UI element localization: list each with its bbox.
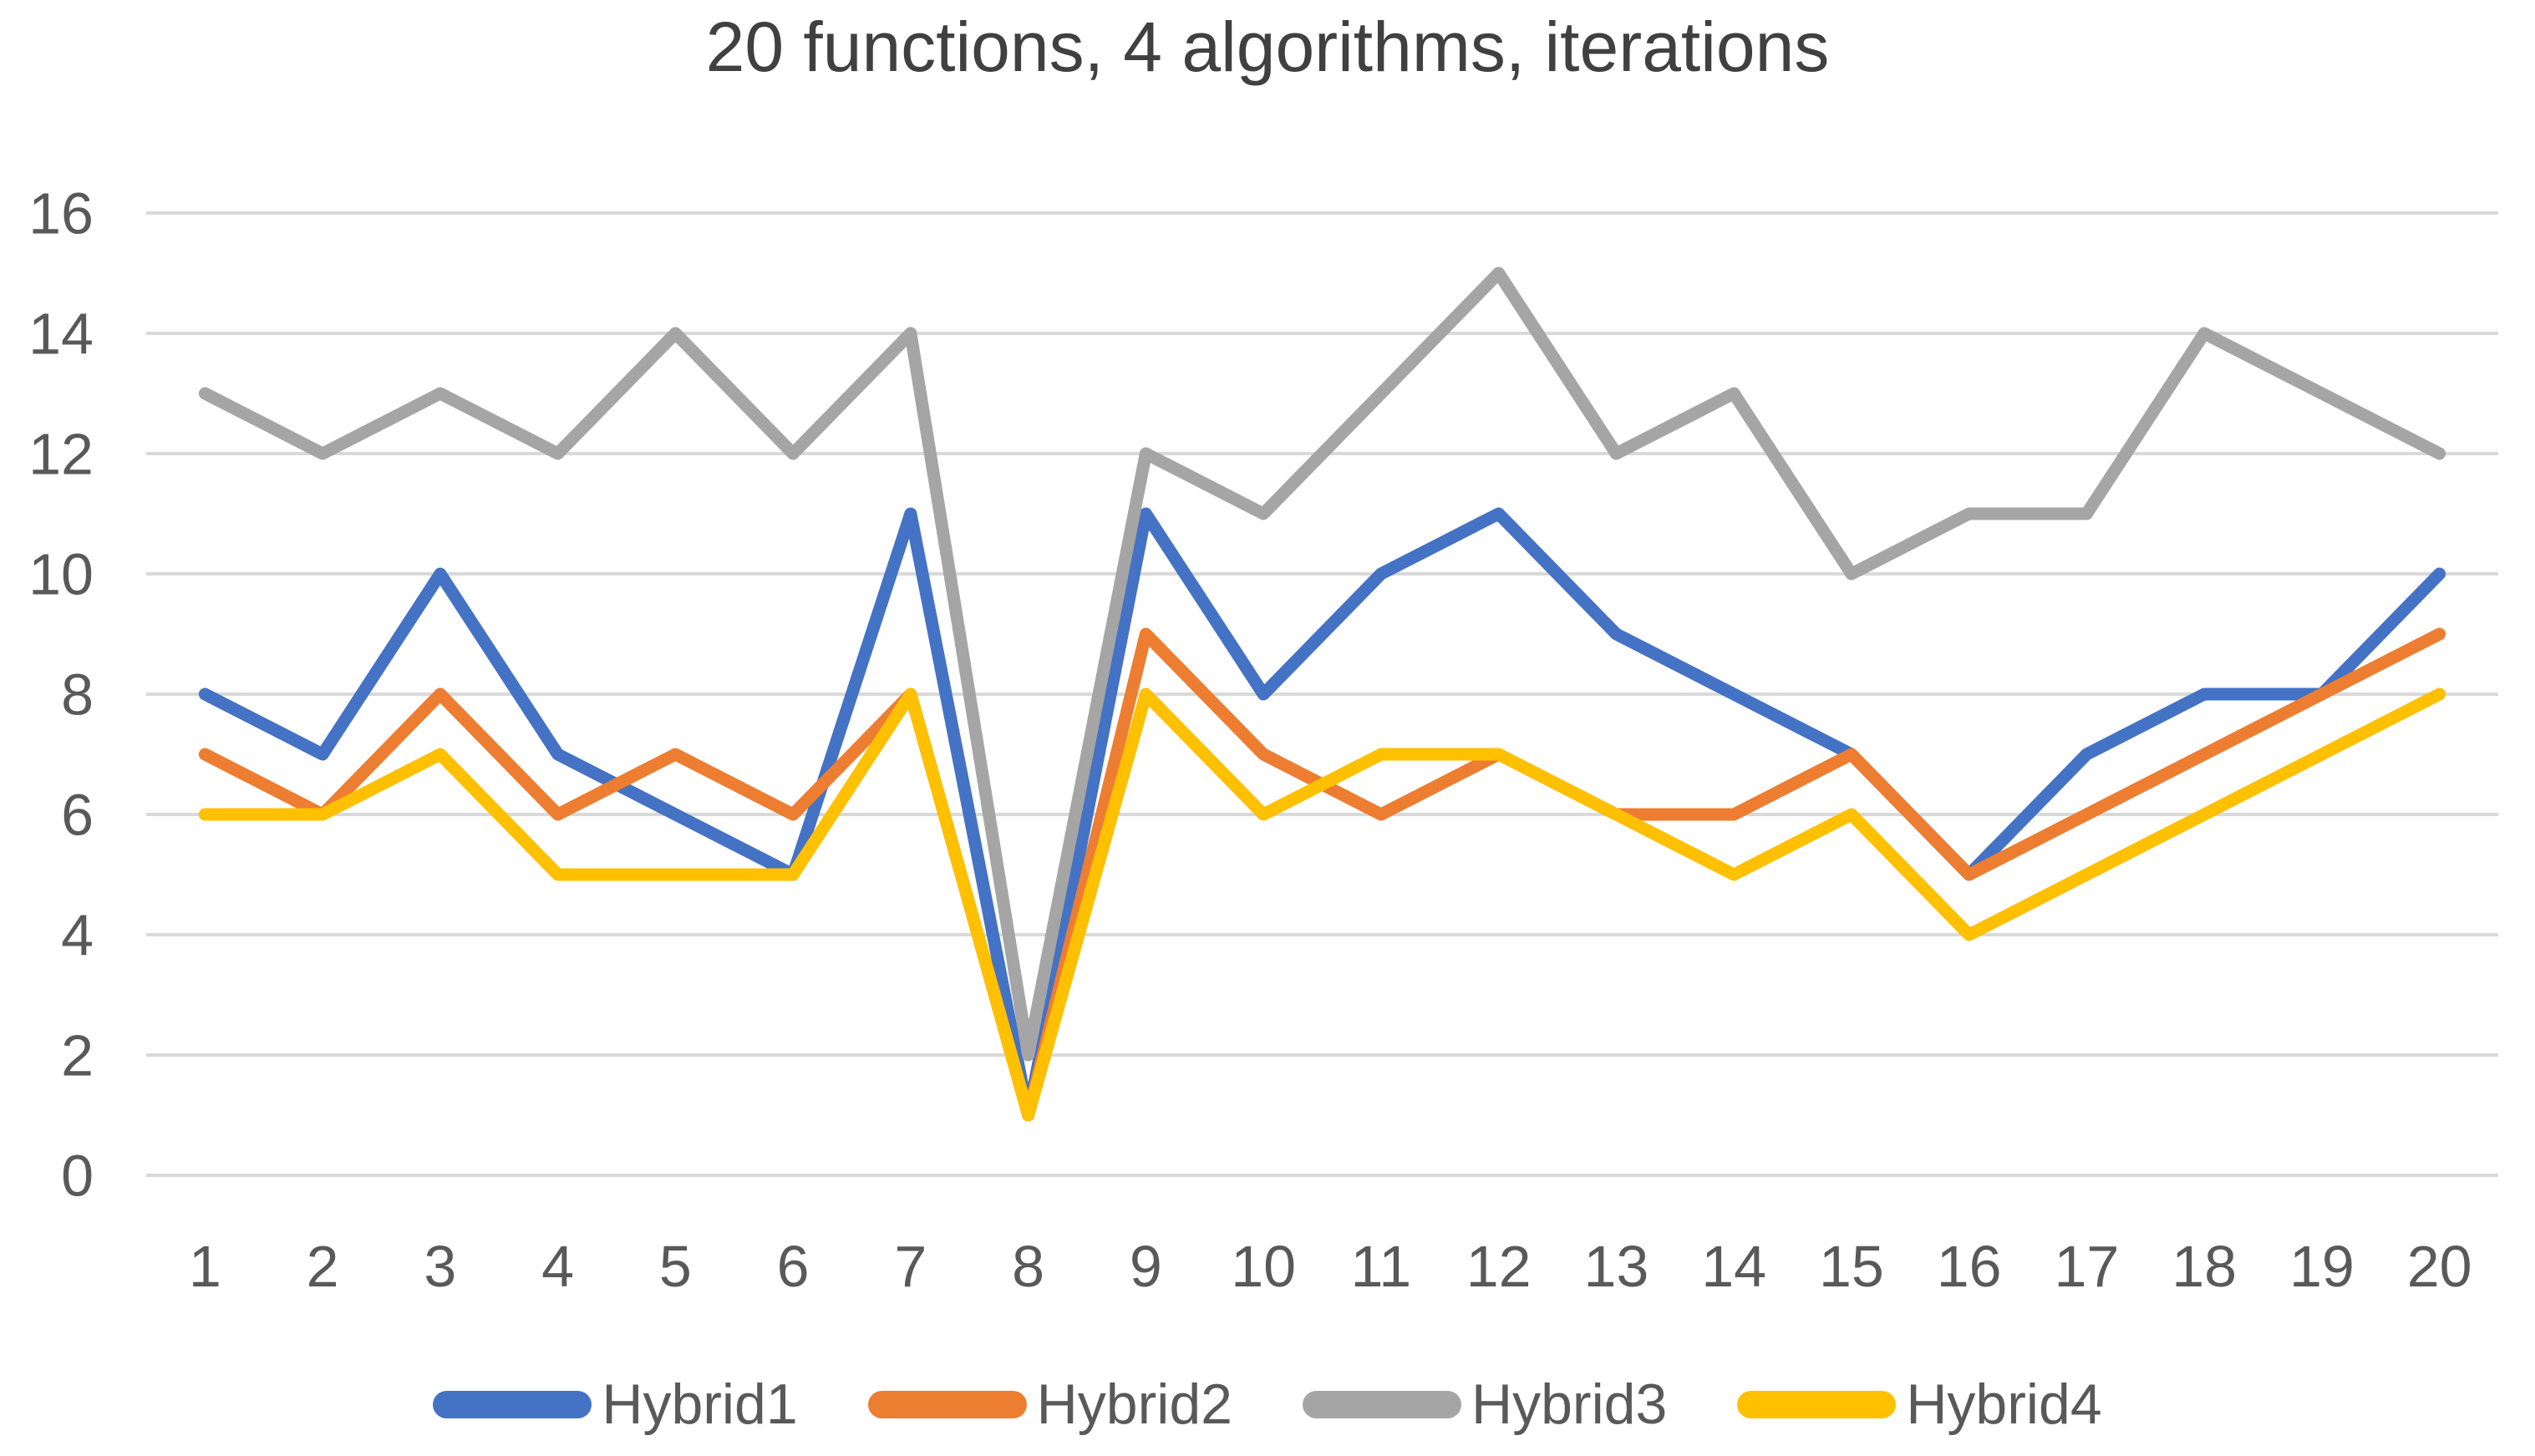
x-tick-label: 6: [777, 1234, 810, 1299]
x-tick-label: 19: [2289, 1234, 2355, 1299]
x-tick-label: 15: [1819, 1234, 1884, 1299]
chart-legend: Hybrid1 Hybrid2 Hybrid3 Hybrid4: [0, 1372, 2535, 1437]
x-tick-label: 5: [659, 1234, 692, 1299]
x-tick-label: 8: [1012, 1234, 1044, 1299]
y-tick-label: 0: [61, 1144, 94, 1209]
series-line-hybrid3: [198, 266, 2446, 1062]
y-tick-label: 6: [61, 783, 94, 848]
legend-item-hybrid1: Hybrid1: [433, 1372, 798, 1437]
x-tick-label: 10: [1231, 1234, 1296, 1299]
x-tick-label: 4: [541, 1234, 574, 1299]
x-tick-label: 14: [1701, 1234, 1766, 1299]
y-tick-label: 10: [28, 542, 94, 607]
legend-item-hybrid4: Hybrid4: [1737, 1372, 2102, 1437]
y-tick-label: 16: [28, 181, 94, 246]
x-tick-label: 7: [894, 1234, 927, 1299]
y-tick-label: 4: [61, 903, 94, 968]
legend-swatch-hybrid3: [1303, 1390, 1461, 1418]
legend-label: Hybrid1: [602, 1372, 798, 1436]
y-tick-label: 8: [61, 662, 94, 728]
y-tick-label: 14: [28, 302, 94, 367]
x-tick-label: 11: [1351, 1234, 1412, 1299]
y-tick-label: 2: [61, 1023, 94, 1088]
x-tick-label: 13: [1583, 1234, 1649, 1299]
legend-label: Hybrid2: [1036, 1372, 1232, 1436]
legend-label: Hybrid3: [1471, 1372, 1668, 1436]
legend-swatch-hybrid2: [867, 1390, 1027, 1418]
x-tick-label: 18: [2172, 1234, 2237, 1299]
series-line-hybrid2: [198, 627, 2446, 1122]
y-tick-label: 12: [28, 422, 94, 487]
x-tick-label: 16: [1937, 1234, 2002, 1299]
x-tick-label: 12: [1466, 1234, 1532, 1299]
series-line-hybrid4: [198, 687, 2446, 1122]
legend-swatch-hybrid4: [1737, 1390, 1897, 1418]
series-line-hybrid1: [198, 507, 2446, 1122]
x-tick-label: 3: [424, 1234, 456, 1299]
legend-item-hybrid2: Hybrid2: [867, 1372, 1232, 1437]
legend-label: Hybrid4: [1906, 1372, 2102, 1436]
x-tick-label: 20: [2407, 1234, 2472, 1299]
legend-item-hybrid3: Hybrid3: [1303, 1372, 1667, 1437]
x-tick-label: 9: [1130, 1234, 1162, 1299]
x-tick-label: 2: [307, 1234, 339, 1299]
x-tick-label: 1: [189, 1234, 221, 1299]
x-tick-label: 17: [2054, 1234, 2119, 1299]
legend-swatch-hybrid1: [433, 1390, 592, 1418]
chart-title: 20 functions, 4 algorithms, iterations: [705, 8, 1830, 86]
